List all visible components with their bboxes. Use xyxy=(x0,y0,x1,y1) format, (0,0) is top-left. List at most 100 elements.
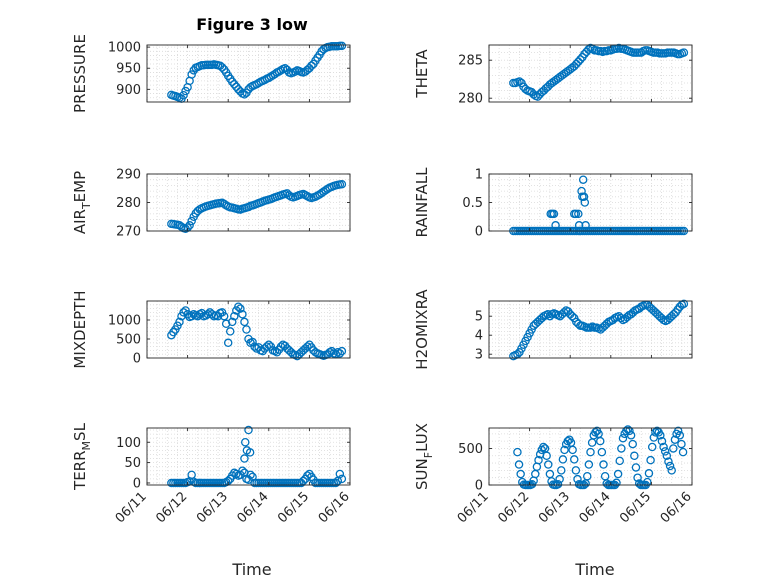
data-point xyxy=(245,448,255,457)
data-point xyxy=(679,299,689,309)
axes-box xyxy=(146,44,351,103)
data-point xyxy=(240,454,249,463)
data-point xyxy=(335,469,345,479)
data-point xyxy=(264,340,274,349)
data-point xyxy=(187,311,196,321)
data-point xyxy=(307,61,316,70)
data-point xyxy=(675,431,685,440)
data-point xyxy=(560,445,569,455)
data-point xyxy=(230,311,239,321)
data-point xyxy=(647,442,657,452)
data-point xyxy=(337,180,347,189)
data-point xyxy=(659,442,668,452)
x-tick-label: 06/14 xyxy=(235,489,272,526)
data-point xyxy=(225,327,235,336)
data-point xyxy=(230,80,239,89)
data-point xyxy=(578,175,588,184)
y-tick-label: 0 xyxy=(133,476,141,491)
subplot-pressure: 900 950 1000 PRESSURE xyxy=(71,34,351,113)
y-tick-label: 270 xyxy=(116,225,141,240)
data-point xyxy=(551,221,560,230)
data-point xyxy=(581,221,590,230)
data-point xyxy=(597,447,607,457)
data-point xyxy=(616,313,626,323)
data-point xyxy=(238,466,247,475)
data-point xyxy=(335,349,345,358)
data-point xyxy=(621,426,631,436)
data-point xyxy=(179,90,188,100)
y-tick-label: 500 xyxy=(116,333,141,348)
data-point xyxy=(555,474,564,484)
x-tick-label: 06/13 xyxy=(536,489,573,526)
y-tick-label: 285 xyxy=(458,54,483,69)
data-point xyxy=(185,221,194,230)
y-tick-label: 0.5 xyxy=(462,196,483,211)
series-markers xyxy=(167,41,347,103)
data-point xyxy=(514,460,524,469)
data-point xyxy=(628,439,637,449)
data-point xyxy=(331,478,341,488)
data-point xyxy=(679,48,689,57)
x-tick-label: 06/16 xyxy=(316,489,353,526)
x-tick-label: 06/13 xyxy=(194,489,231,526)
y-tick-label: 950 xyxy=(116,62,141,77)
series-markers xyxy=(167,180,347,233)
data-point xyxy=(670,435,680,444)
data-point xyxy=(223,338,233,348)
data-point xyxy=(240,317,249,327)
data-point xyxy=(574,209,583,219)
data-point xyxy=(567,311,577,321)
data-point xyxy=(583,471,592,481)
data-point xyxy=(557,466,566,475)
data-point xyxy=(553,480,563,489)
axes-box xyxy=(146,300,351,359)
data-point xyxy=(241,437,250,447)
data-point xyxy=(236,470,245,480)
data-point xyxy=(633,473,642,482)
y-axis-label: TERRMSL xyxy=(71,422,93,491)
data-point xyxy=(630,451,639,461)
data-point xyxy=(678,447,688,457)
y-tick-label: 500 xyxy=(458,442,483,457)
y-axis-label: AIRTEMP xyxy=(71,171,93,234)
x-axis-label-right: Time xyxy=(574,560,614,579)
data-point xyxy=(558,455,568,464)
data-point xyxy=(571,209,581,219)
data-point xyxy=(580,198,590,207)
x-tick-label: 06/11 xyxy=(113,489,150,526)
data-point xyxy=(543,310,553,319)
y-tick-label: 5 xyxy=(475,310,483,325)
data-point xyxy=(228,77,237,86)
data-point xyxy=(669,444,678,453)
data-point xyxy=(539,442,548,452)
data-point xyxy=(615,456,624,466)
data-point xyxy=(576,55,585,64)
data-point xyxy=(579,192,589,202)
data-point xyxy=(584,460,594,469)
subplot-terr-msl: 0 50 100 06/11 06/12 06/13 06/14 06/15 06/16 TERR… xyxy=(71,422,353,526)
data-point xyxy=(662,451,672,461)
data-point xyxy=(677,439,686,449)
data-point xyxy=(617,444,626,453)
data-point xyxy=(571,466,581,475)
data-point xyxy=(618,433,628,443)
data-point xyxy=(568,445,577,455)
x-tick-label: 06/14 xyxy=(577,489,614,526)
data-point xyxy=(664,457,673,466)
x-axis-label-left: Time xyxy=(231,560,271,579)
y-tick-label: 1 xyxy=(475,168,483,183)
data-point xyxy=(667,466,676,475)
y-tick-label: 0 xyxy=(133,352,141,367)
data-point xyxy=(299,476,308,486)
data-point xyxy=(238,310,247,319)
data-point xyxy=(542,451,551,461)
data-point xyxy=(234,302,243,311)
data-point xyxy=(217,63,227,72)
data-point xyxy=(625,426,634,436)
data-point xyxy=(613,469,623,479)
y-axis-label: RAINFALL xyxy=(413,167,431,238)
data-point xyxy=(337,474,347,484)
data-point xyxy=(513,447,522,457)
data-point xyxy=(599,460,608,469)
